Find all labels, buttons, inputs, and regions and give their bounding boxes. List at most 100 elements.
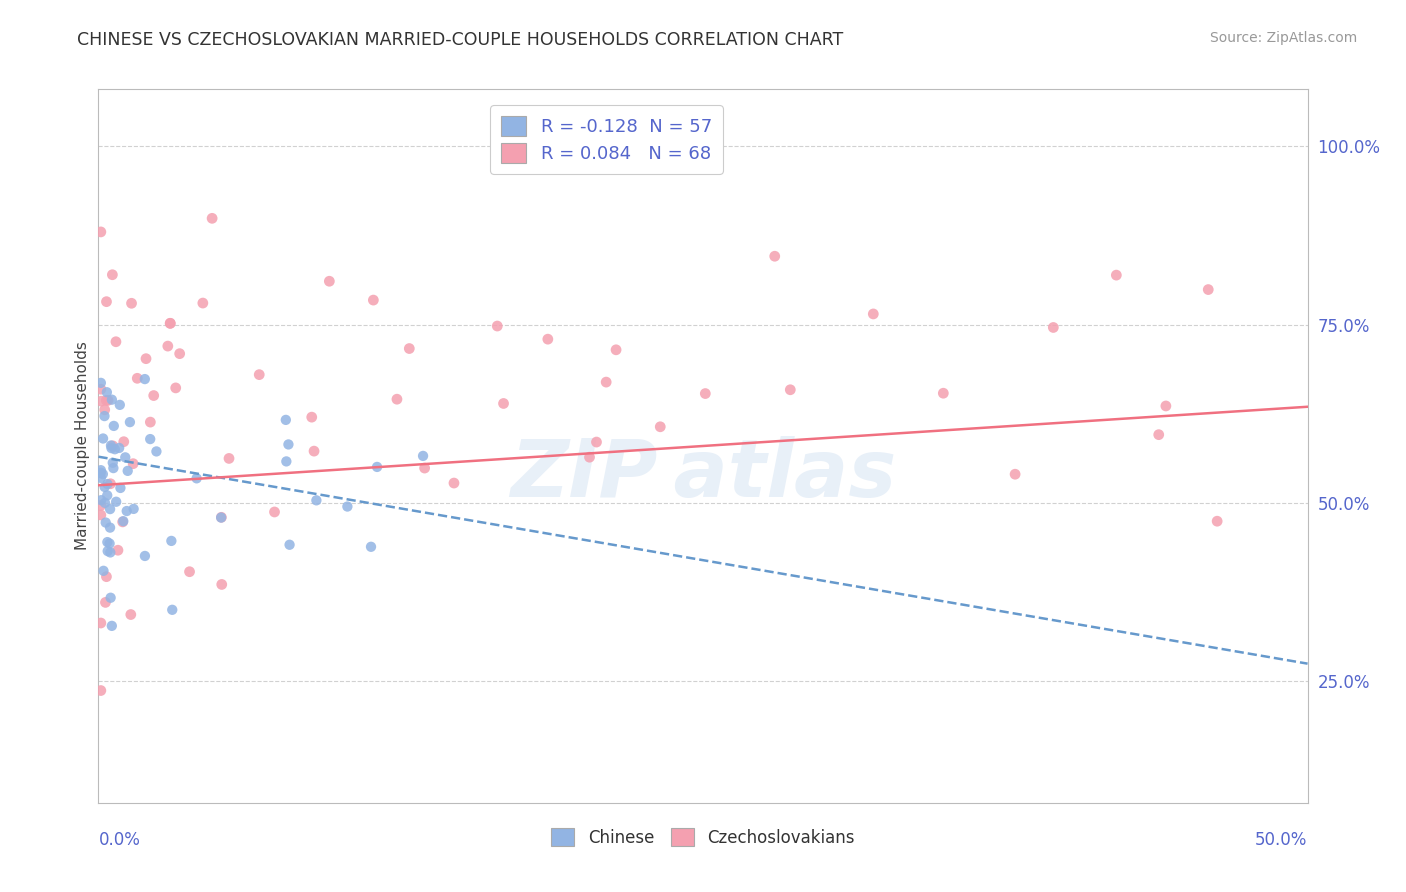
Point	[98, 520, 121, 534]
Point	[103, 461, 125, 475]
Point	[94, 516, 117, 530]
Point	[94, 595, 117, 609]
Point	[98, 502, 121, 516]
Point	[145, 444, 167, 458]
Point	[585, 435, 607, 450]
Point	[1042, 320, 1064, 334]
Point	[156, 339, 179, 353]
Point	[160, 533, 183, 548]
Point	[122, 457, 145, 471]
Point	[191, 296, 214, 310]
Point	[159, 317, 181, 331]
Point	[111, 515, 134, 529]
Point	[94, 496, 117, 510]
Point	[142, 388, 165, 402]
Point	[122, 502, 145, 516]
Point	[162, 603, 184, 617]
Point	[96, 385, 118, 400]
Y-axis label: Married-couple Households: Married-couple Households	[75, 342, 90, 550]
Point	[127, 371, 149, 385]
Point	[318, 274, 340, 288]
Point	[104, 442, 127, 457]
Point	[93, 480, 115, 494]
Point	[366, 459, 388, 474]
Point	[385, 392, 408, 407]
Text: Source: ZipAtlas.com: Source: ZipAtlas.com	[1209, 31, 1357, 45]
Point	[135, 351, 157, 366]
Point	[336, 500, 359, 514]
Point	[115, 504, 138, 518]
Point	[276, 454, 298, 468]
Point	[101, 456, 124, 470]
Point	[93, 409, 115, 423]
Point	[1147, 427, 1170, 442]
Point	[209, 510, 232, 524]
Point	[90, 376, 112, 390]
Point	[118, 415, 141, 429]
Point	[96, 535, 118, 549]
Point	[104, 334, 127, 349]
Point	[90, 615, 112, 630]
Point	[100, 441, 122, 455]
Point	[1004, 467, 1026, 482]
Point	[121, 296, 143, 310]
Text: 50.0%: 50.0%	[1256, 831, 1308, 849]
Point	[278, 538, 301, 552]
Point	[134, 372, 156, 386]
Point	[100, 476, 122, 491]
Point	[595, 375, 617, 389]
Point	[90, 466, 112, 480]
Point	[103, 418, 125, 433]
Point	[218, 451, 240, 466]
Point	[101, 439, 124, 453]
Point	[90, 493, 112, 508]
Point	[363, 293, 385, 307]
Point	[100, 591, 122, 605]
Point	[578, 450, 600, 465]
Point	[96, 569, 118, 583]
Point	[209, 510, 232, 524]
Point	[179, 565, 201, 579]
Legend: Chinese, Czechoslovakians: Chinese, Czechoslovakians	[543, 820, 863, 855]
Point	[96, 488, 118, 502]
Point	[97, 393, 120, 408]
Point	[139, 432, 162, 446]
Point	[96, 294, 118, 309]
Point	[114, 450, 136, 465]
Point	[96, 477, 118, 491]
Point	[186, 471, 208, 485]
Point	[779, 383, 801, 397]
Point	[90, 382, 112, 396]
Point	[134, 549, 156, 563]
Point	[90, 471, 112, 485]
Point	[110, 481, 132, 495]
Point	[263, 505, 285, 519]
Point	[1154, 399, 1177, 413]
Point	[91, 432, 114, 446]
Point	[763, 249, 786, 263]
Point	[159, 316, 181, 330]
Point	[398, 342, 420, 356]
Point	[98, 545, 121, 559]
Point	[97, 544, 120, 558]
Point	[302, 444, 325, 458]
Point	[932, 386, 955, 401]
Point	[247, 368, 270, 382]
Point	[169, 346, 191, 360]
Point	[1197, 283, 1219, 297]
Text: 0.0%: 0.0%	[98, 831, 141, 849]
Point	[105, 494, 128, 508]
Point	[90, 463, 112, 477]
Point	[120, 607, 142, 622]
Point	[301, 410, 323, 425]
Point	[98, 536, 121, 550]
Point	[90, 225, 112, 239]
Point	[139, 415, 162, 429]
Point	[537, 332, 560, 346]
Point	[93, 402, 115, 417]
Point	[1105, 268, 1128, 282]
Point	[107, 543, 129, 558]
Point	[90, 508, 112, 522]
Point	[486, 319, 509, 334]
Text: ZIP atlas: ZIP atlas	[510, 435, 896, 514]
